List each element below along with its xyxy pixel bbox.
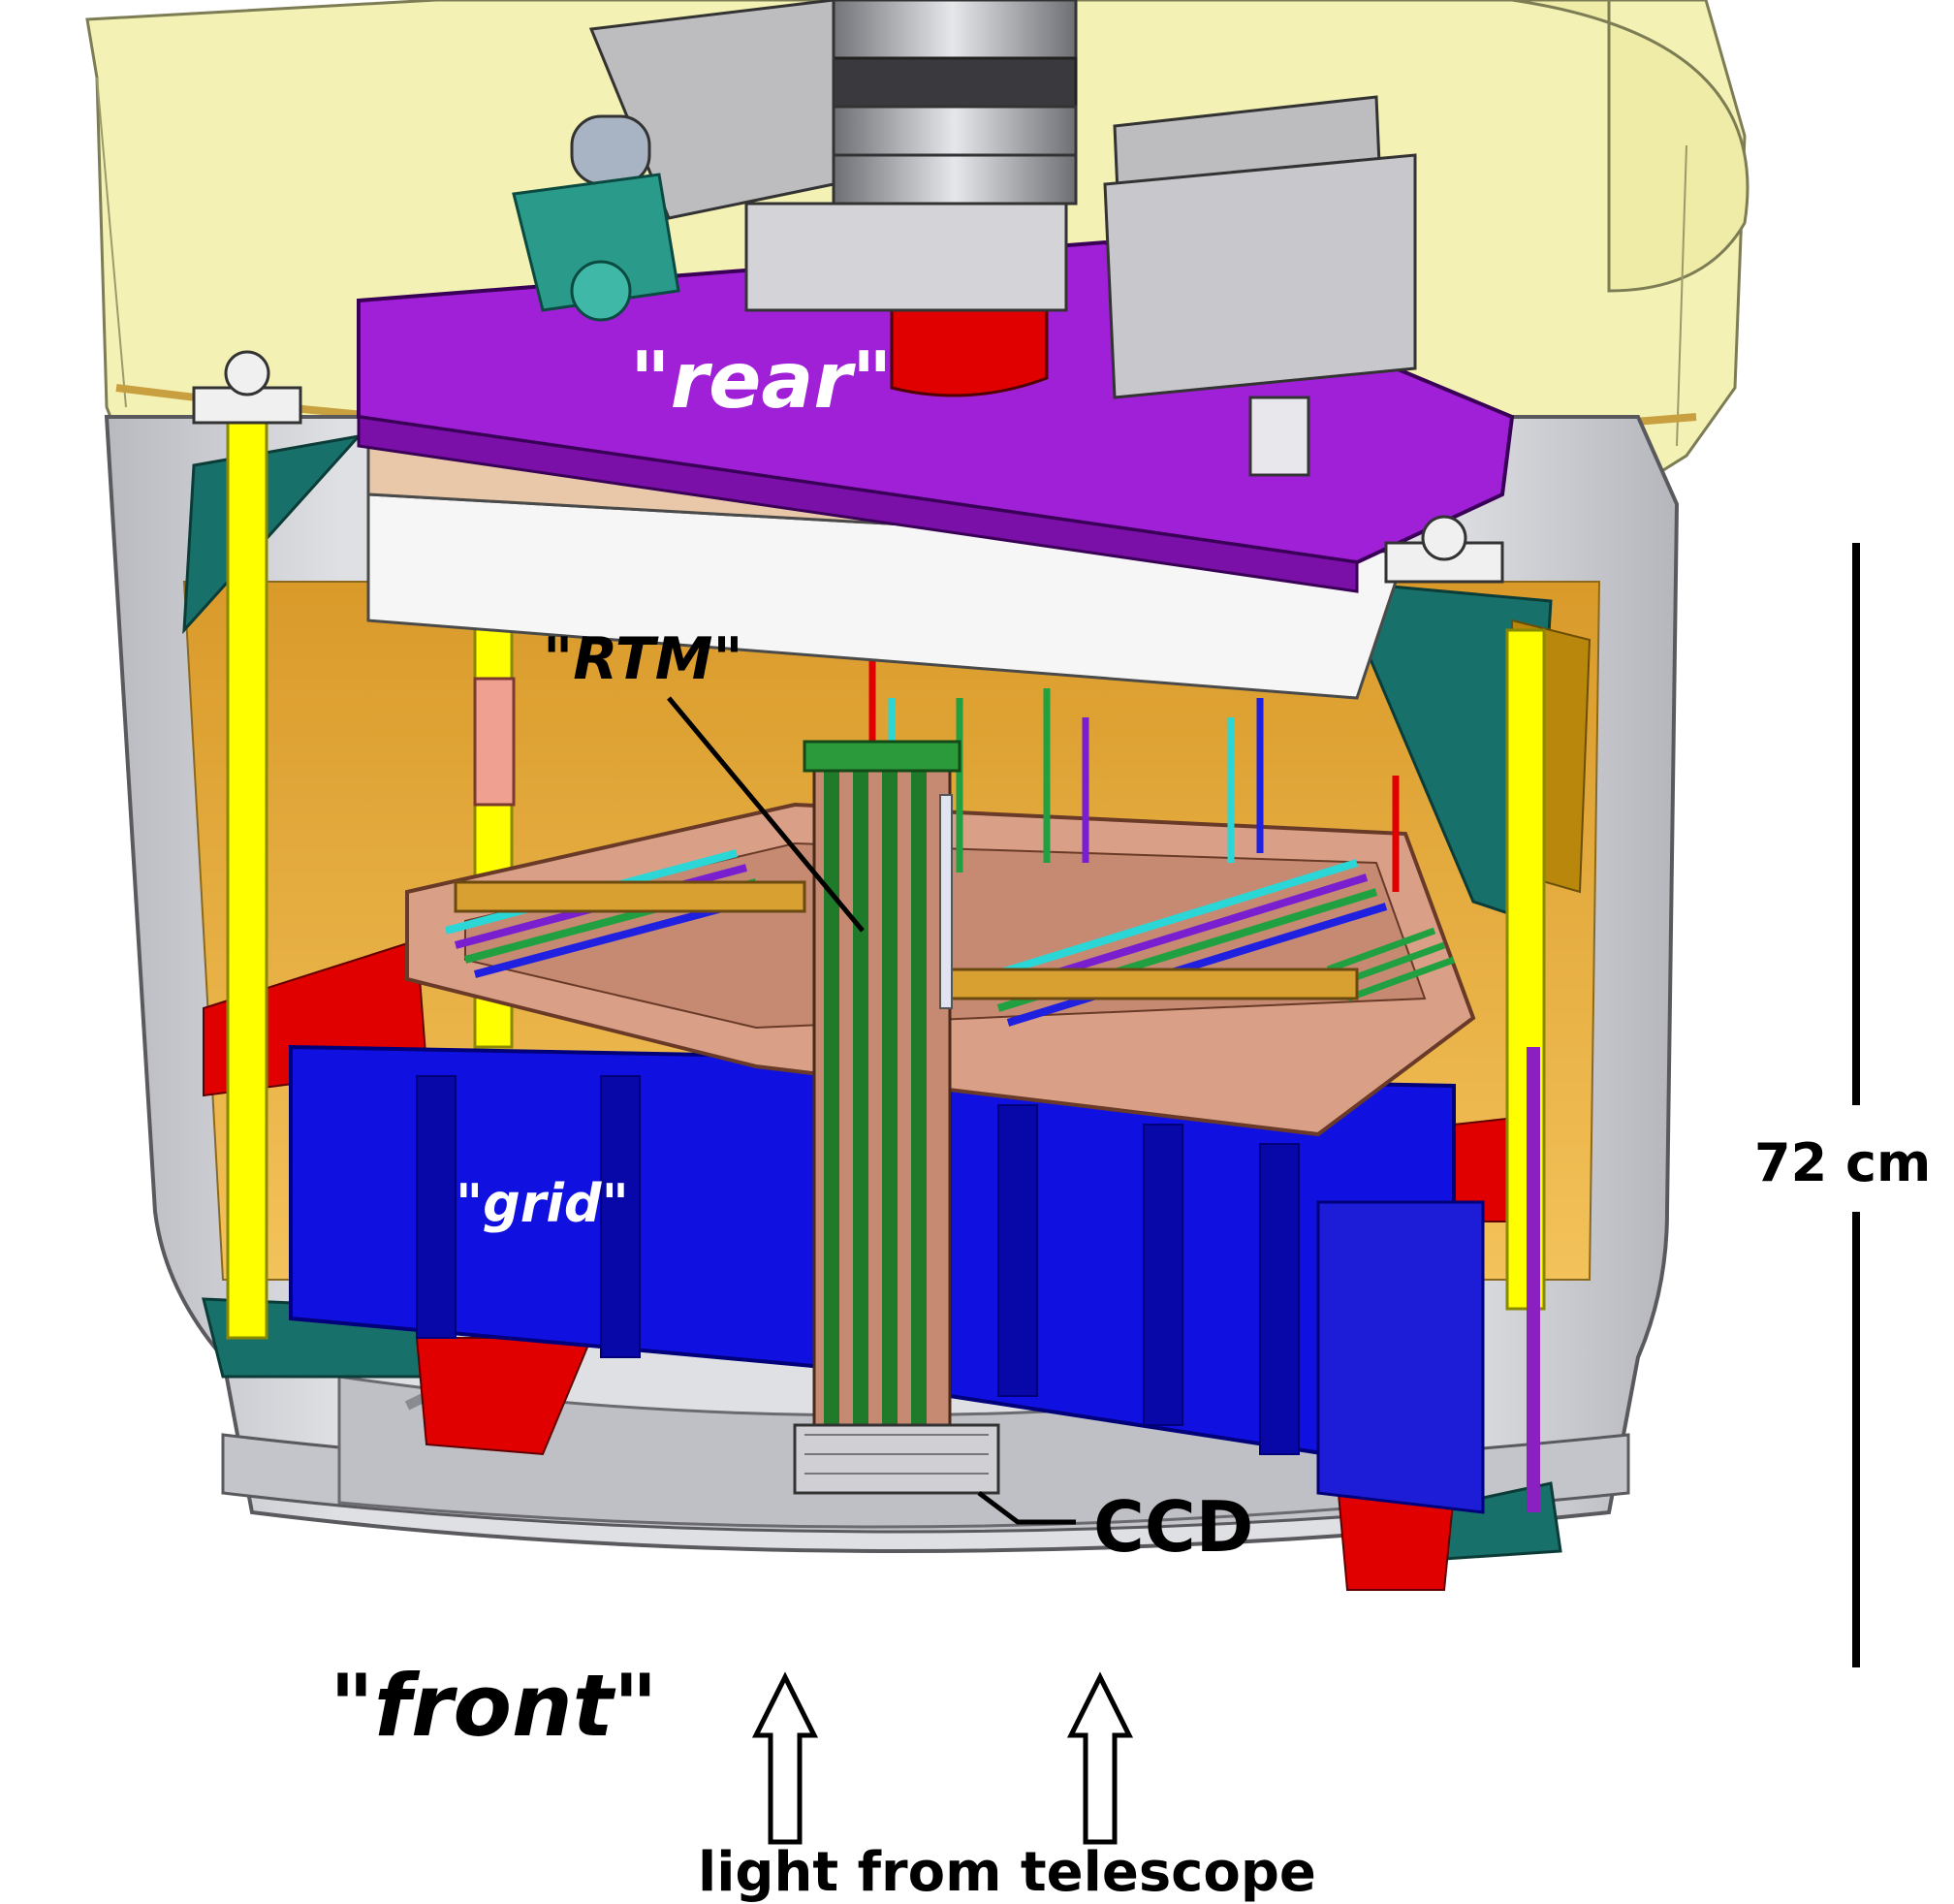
label-light: light from telescope: [698, 1841, 1316, 1904]
rtm-module: [803, 740, 961, 1437]
label-grid: "grid": [456, 1173, 629, 1234]
rtm-pointer: [667, 696, 865, 933]
electronics-boxes: [512, 0, 1417, 477]
ccd-pointer: [977, 1491, 1076, 1525]
label-ccd: CCD: [1093, 1486, 1253, 1568]
ccd-sensor: [793, 1423, 1000, 1495]
lens-stack: [744, 0, 1078, 312]
label-scale: 72 cm: [1754, 1132, 1931, 1193]
label-front: "front": [330, 1656, 658, 1756]
label-rtm: "RTM": [543, 625, 743, 693]
light-arrows: [751, 1671, 1134, 1845]
label-rear: "rear": [630, 335, 893, 426]
